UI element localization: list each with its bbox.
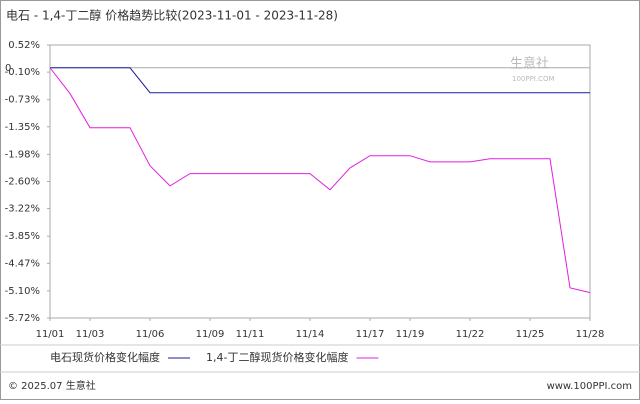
copyright: © 2025.07 生意社: [8, 379, 96, 392]
series-line: [50, 67, 590, 94]
y-tick-label: -0.10%: [5, 67, 40, 78]
x-tick-label: 11/25: [516, 329, 545, 340]
x-tick-label: 11/09: [196, 329, 225, 340]
y-tick-label: -3.85%: [5, 231, 40, 242]
legend-label: 电石现货价格变化幅度: [50, 350, 160, 364]
x-tick-label: 11/06: [136, 329, 165, 340]
x-tick-label: 11/17: [356, 329, 385, 340]
x-tick-label: 11/11: [236, 329, 265, 340]
x-tick-label: 11/19: [396, 329, 425, 340]
y-tick-label: -0.73%: [5, 95, 40, 106]
y-tick-label: -1.98%: [5, 149, 40, 160]
y-tick-label: -3.22%: [5, 204, 40, 215]
y-tick-label: -5.72%: [5, 313, 40, 324]
watermark-site: 100PPI.COM: [512, 75, 555, 83]
y-tick-label: -4.47%: [5, 258, 40, 269]
x-tick-label: 11/01: [36, 329, 65, 340]
y-tick-label: 0.52%: [8, 40, 40, 51]
x-tick-label: 11/22: [456, 329, 485, 340]
watermark: 生意社: [510, 56, 549, 72]
y-tick-label: -5.10%: [5, 286, 40, 297]
site: www.100PPI.com: [547, 381, 632, 392]
chart-title: 电石 - 1,4-丁二醇 价格趋势比较(2023-11-01 - 2023-11…: [6, 8, 338, 23]
y-tick-label: -2.60%: [5, 177, 40, 188]
y-tick-label: -1.35%: [5, 122, 40, 133]
y-tick-label: 0: [5, 63, 11, 74]
x-tick-label: 11/03: [76, 329, 105, 340]
x-tick-label: 11/14: [296, 329, 325, 340]
x-tick-label: 11/28: [576, 329, 605, 340]
series-line: [49, 67, 591, 294]
legend-label: 1,4-丁二醇现货价格变化幅度: [206, 350, 348, 364]
